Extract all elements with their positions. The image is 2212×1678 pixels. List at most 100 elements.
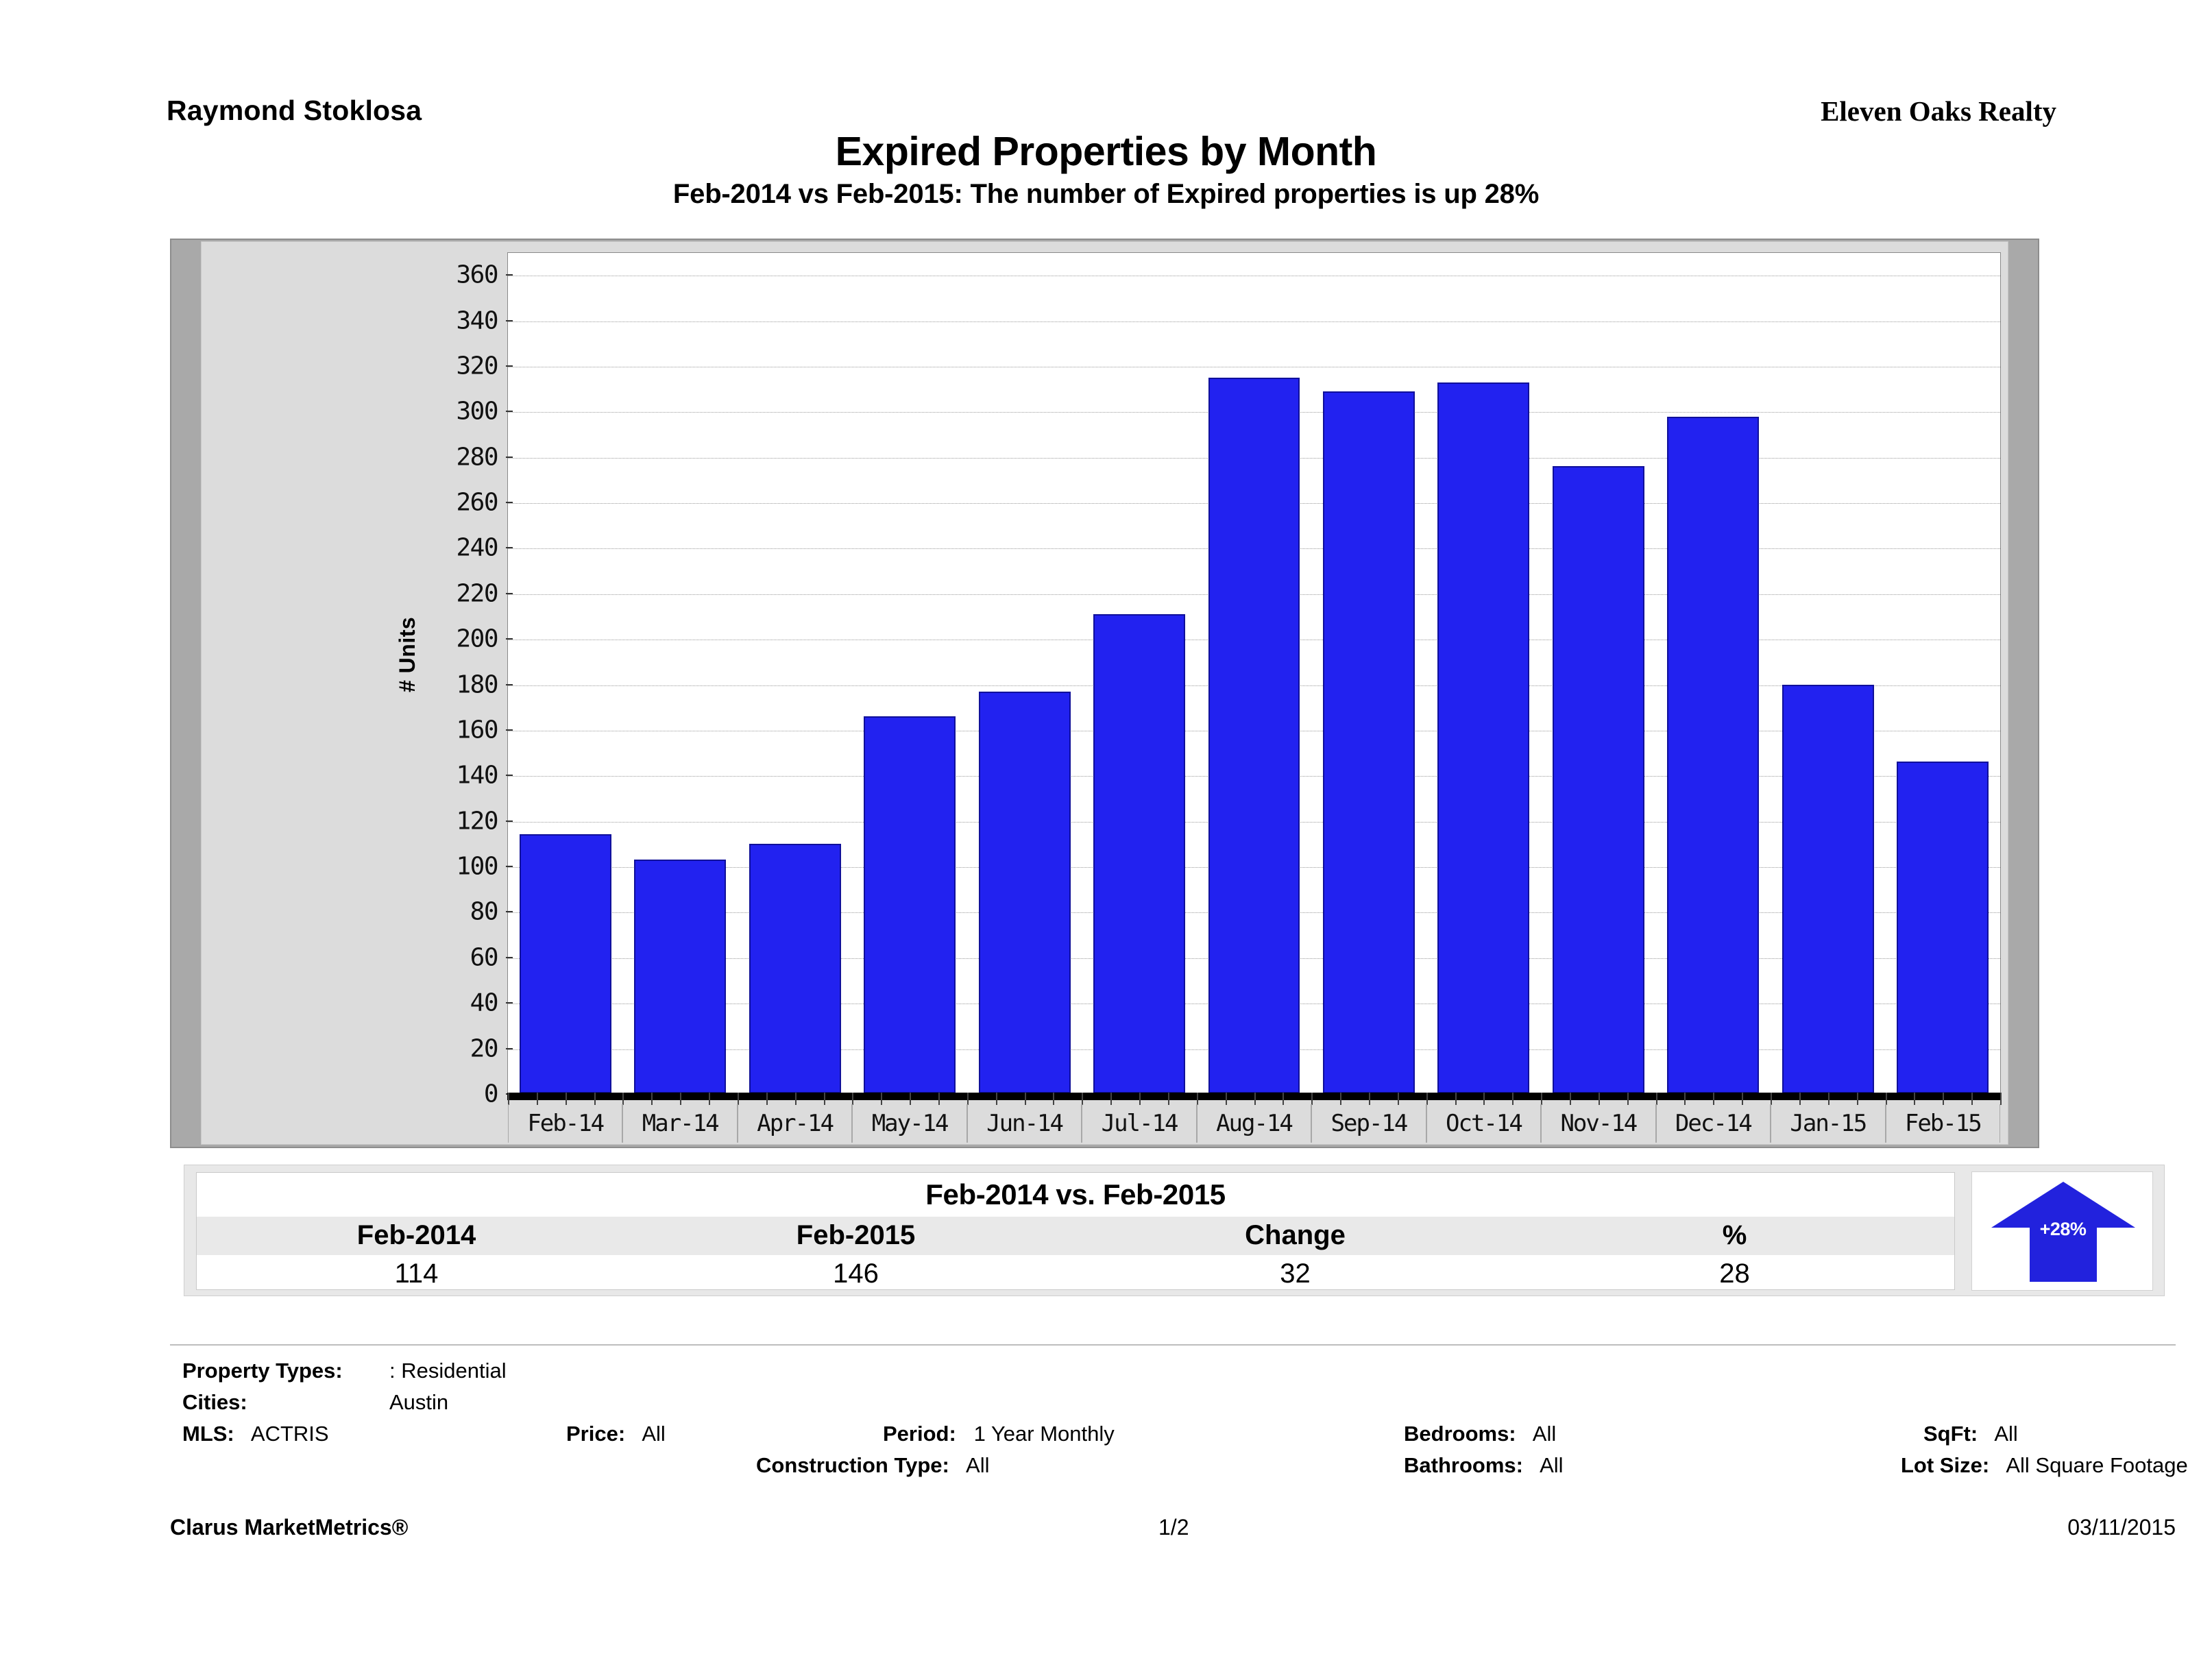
- y-axis-tick-label: 20: [470, 1034, 499, 1063]
- x-axis-tickmark: [1713, 1093, 1715, 1105]
- criteria-value: 1 Year Monthly: [973, 1422, 1115, 1446]
- y-axis-title: # Units: [395, 616, 420, 692]
- x-axis-tickmark: [1167, 1093, 1169, 1105]
- y-axis-tick-label: 0: [483, 1080, 499, 1108]
- criteria-label: Lot Size:: [1901, 1453, 1990, 1477]
- x-axis-tickmark: [1225, 1093, 1227, 1105]
- x-axis-tick-label: Feb-15: [1885, 1104, 2000, 1143]
- page-footer: Clarus MarketMetrics® 1/2 03/11/2015: [0, 1515, 2212, 1556]
- x-axis-tickmark: [1684, 1093, 1686, 1105]
- y-axis-tickmark: [506, 365, 513, 367]
- agent-name: Raymond Stoklosa: [167, 95, 422, 126]
- x-axis-tickmark: [594, 1093, 596, 1105]
- document-header: Raymond Stoklosa Eleven Oaks Realty: [0, 95, 2212, 143]
- x-axis-tickmark: [1455, 1093, 1457, 1105]
- x-axis-tickmark: [1196, 1093, 1198, 1105]
- y-axis-tick-label: 80: [470, 897, 499, 926]
- criteria-period: Period: 1 Year Monthly: [883, 1422, 1115, 1446]
- x-axis-tickmark: [1283, 1093, 1285, 1105]
- y-axis-tick-label: 260: [456, 488, 498, 517]
- y-axis-tickmark: [506, 592, 513, 594]
- x-axis-tickmark: [1512, 1093, 1514, 1105]
- summary-panel: Feb-2014 vs. Feb-2015 Feb-2014 Feb-2015 …: [184, 1165, 2165, 1296]
- criteria-value: All: [1994, 1422, 2018, 1446]
- criteria-sqft: SqFt: All: [1923, 1422, 2018, 1446]
- x-axis-tick-label: Aug-14: [1196, 1104, 1312, 1143]
- x-axis-tickmark: [709, 1093, 711, 1105]
- x-axis-tick-label: Sep-14: [1311, 1104, 1426, 1143]
- y-axis-tick-label: 220: [456, 579, 498, 608]
- x-axis-tickmark: [1627, 1093, 1629, 1105]
- summary-header-cell: %: [1722, 1220, 1747, 1250]
- x-axis-tick-label: May-14: [852, 1104, 967, 1143]
- x-axis-tickmark: [1771, 1093, 1773, 1105]
- summary-data-cell: 146: [833, 1258, 879, 1289]
- x-axis-tickmark: [881, 1093, 883, 1105]
- x-axis-tick-label: Nov-14: [1541, 1104, 1656, 1143]
- brokerage-name: Eleven Oaks Realty: [1821, 95, 2056, 127]
- x-axis-tickmark: [1053, 1093, 1055, 1105]
- criteria-mls: MLS: ACTRIS: [182, 1422, 329, 1446]
- y-axis-tickmark: [506, 956, 513, 958]
- x-axis-tickmark: [995, 1093, 997, 1105]
- y-axis-tick-label: 320: [456, 352, 498, 380]
- x-axis-tickmark: [1082, 1093, 1084, 1105]
- x-axis-tickmark: [1311, 1093, 1313, 1105]
- y-axis-tickmark: [506, 729, 513, 731]
- chart-bar: [749, 843, 841, 1093]
- criteria-label: Price:: [566, 1422, 626, 1446]
- summary-data-cell: 32: [1280, 1258, 1311, 1289]
- page-title: Expired Properties by Month: [835, 129, 1377, 174]
- chart-bar: [1093, 613, 1186, 1093]
- chart-bar: [1208, 378, 1300, 1093]
- y-axis-tickmark: [506, 1002, 513, 1004]
- chart-bar: [1322, 391, 1415, 1093]
- x-axis-tickmark: [1254, 1093, 1256, 1105]
- summary-table-header-row: Feb-2014 Feb-2015 Change %: [197, 1217, 1954, 1255]
- y-axis-tickmark: [506, 1047, 513, 1049]
- x-axis-tickmark: [1139, 1093, 1141, 1105]
- x-axis-tick-label: Jan-15: [1771, 1104, 1886, 1143]
- criteria-value: All: [1532, 1422, 1557, 1446]
- criteria-label: Period:: [883, 1422, 956, 1446]
- chart-bar: [978, 691, 1071, 1093]
- y-axis-tickmark: [506, 911, 513, 913]
- footer-date: 03/11/2015: [2067, 1515, 2176, 1540]
- criteria-bedrooms: Bedrooms: All: [1404, 1422, 1556, 1446]
- criteria-label: Bedrooms:: [1404, 1422, 1516, 1446]
- up-arrow-icon: [1991, 1182, 2135, 1282]
- change-badge: +28%: [1971, 1171, 2153, 1291]
- y-axis-tick-label: 280: [456, 443, 498, 472]
- y-axis-tick-label: 360: [456, 260, 498, 289]
- summary-header-cell: Feb-2014: [356, 1220, 476, 1250]
- page-subtitle: Feb-2014 vs Feb-2015: The number of Expi…: [672, 178, 1540, 209]
- y-axis-tickmark: [506, 547, 513, 549]
- criteria-label: MLS:: [182, 1422, 234, 1446]
- x-axis-tickmark: [1943, 1093, 1945, 1105]
- chart-bars: [508, 253, 2000, 1093]
- x-axis-tick-label: Oct-14: [1426, 1104, 1542, 1143]
- criteria-value: All: [966, 1453, 990, 1477]
- x-axis-tickmark: [1340, 1093, 1342, 1105]
- criteria-value: ACTRIS: [250, 1422, 329, 1446]
- chart-bar: [864, 716, 956, 1093]
- x-axis-tickmark: [766, 1093, 768, 1105]
- x-axis-tickmark: [1914, 1093, 1916, 1105]
- criteria-label: Property Types:: [182, 1359, 343, 1383]
- y-axis-tick-label: 340: [456, 306, 498, 335]
- y-axis-tickmark: [506, 683, 513, 685]
- y-axis-tickmark: [506, 638, 513, 640]
- x-axis-tickmark: [1971, 1093, 1973, 1105]
- summary-data-cell: 114: [394, 1258, 439, 1289]
- criteria-label: Cities:: [182, 1390, 247, 1414]
- criteria-label: Bathrooms:: [1404, 1453, 1523, 1477]
- x-axis-tickmark: [1856, 1093, 1858, 1105]
- x-axis-tickmark: [1885, 1093, 1887, 1105]
- title-block: Expired Properties by Month Feb-2014 vs …: [0, 130, 2212, 210]
- x-axis-tick-label: Dec-14: [1655, 1104, 1771, 1143]
- criteria-property-types: Property Types:: [182, 1359, 343, 1383]
- summary-header-cell: Change: [1245, 1220, 1346, 1250]
- criteria-property-types-value: : Residential: [389, 1359, 507, 1383]
- x-axis-tick-label: Mar-14: [622, 1104, 738, 1143]
- chart-bar: [1782, 684, 1874, 1093]
